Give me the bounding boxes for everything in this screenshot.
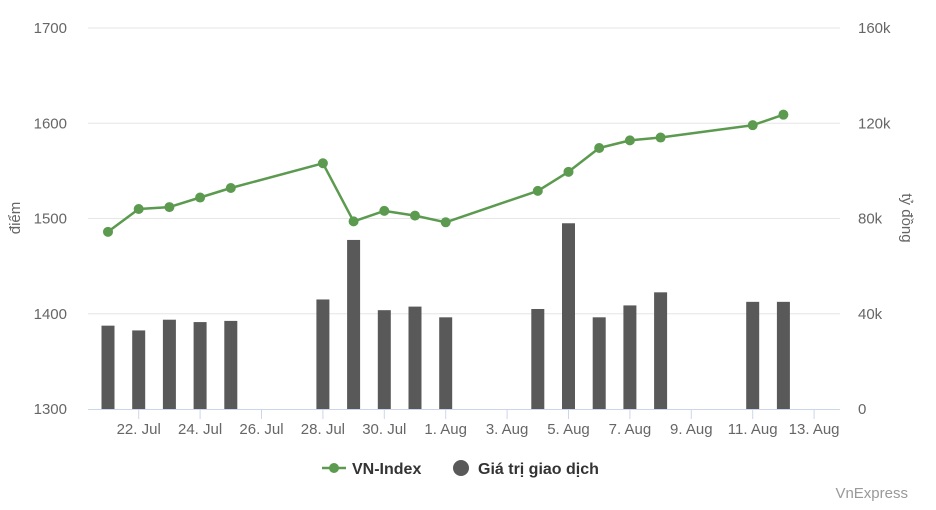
vn-index-line	[107, 113, 784, 233]
y-axis-right-title: tỷ đồng	[898, 193, 915, 242]
point	[195, 192, 206, 203]
x-tick-label: 13. Aug	[789, 421, 840, 438]
x-axis: 22. Jul 24. Jul 26. Jul 28. Jul 30. Jul 1. Au…	[88, 409, 840, 438]
point	[532, 185, 543, 196]
point	[440, 217, 451, 228]
bar	[347, 239, 361, 409]
bar	[654, 292, 668, 409]
x-tick-label: 24. Jul	[178, 421, 222, 438]
y-axis-left-title: điểm	[7, 202, 24, 235]
x-tick-label: 3. Aug	[486, 421, 529, 438]
bar	[162, 319, 176, 409]
y-left-tick-label: 1600	[34, 115, 67, 132]
x-tick-label: 9. Aug	[670, 421, 713, 438]
bar	[592, 317, 606, 409]
bar	[776, 301, 790, 409]
point	[133, 203, 144, 214]
point	[563, 166, 574, 177]
bar	[531, 308, 545, 409]
bar	[439, 317, 453, 409]
bar	[101, 325, 115, 409]
point	[655, 132, 666, 143]
bar	[746, 301, 760, 409]
bar	[408, 306, 422, 409]
y-right-tick-label: 80k	[858, 211, 883, 228]
bar	[377, 310, 391, 409]
legend-item-trading-value[interactable]: Giá trị giao dịch	[453, 460, 599, 478]
bar	[562, 223, 575, 409]
point	[594, 143, 605, 154]
x-tick-label: 30. Jul	[362, 421, 406, 438]
y-left-tick-label: 1500	[34, 211, 67, 228]
y-right-tick-label: 120k	[858, 115, 891, 132]
x-tick-label: 11. Aug	[728, 421, 778, 438]
y-right-tick-label: 160k	[858, 20, 891, 37]
point	[778, 109, 789, 120]
x-tick-label: 5. Aug	[547, 421, 590, 438]
point	[225, 183, 236, 194]
point	[103, 226, 113, 237]
legend-label-vn-index: VN-Index	[352, 461, 421, 478]
point	[348, 216, 359, 227]
x-tick-label: 26. Jul	[239, 421, 283, 438]
y-right-tick-label: 0	[858, 401, 866, 418]
line-series-vn-index	[103, 109, 789, 237]
legend: VN-Index Giá trị giao dịch	[322, 460, 599, 478]
x-tick-label: 28. Jul	[301, 421, 345, 438]
credit-vnexpress[interactable]: VnExpress	[835, 485, 908, 502]
point	[317, 158, 328, 169]
bar-series-trading-value	[101, 223, 790, 409]
point	[624, 135, 635, 146]
bar	[316, 299, 330, 409]
point	[164, 202, 175, 213]
bar	[193, 322, 207, 409]
legend-circle-icon	[453, 460, 469, 476]
point	[379, 205, 390, 216]
y-right-tick-label: 40k	[858, 306, 883, 323]
point	[410, 210, 420, 221]
y-left-tick-label: 1400	[34, 306, 67, 323]
y-left-tick-label: 1300	[34, 401, 67, 418]
x-tick-label: 1. Aug	[424, 421, 467, 438]
legend-label-trading-value: Giá trị giao dịch	[478, 461, 599, 478]
point	[747, 120, 758, 131]
grid-lines	[88, 27, 840, 315]
bar	[623, 305, 637, 409]
bar	[224, 320, 238, 409]
legend-marker-icon	[329, 463, 339, 473]
y-axis-right: 0 40k 80k 120k 160k	[858, 20, 891, 418]
x-tick-label: 22. Jul	[117, 421, 161, 438]
x-tick-label: 7. Aug	[609, 421, 652, 438]
y-left-tick-label: 1700	[34, 20, 67, 37]
y-axis-left: 1300 1400 1500 1600 1700	[34, 20, 67, 418]
legend-item-vn-index[interactable]: VN-Index	[322, 461, 421, 478]
bar	[132, 330, 146, 409]
